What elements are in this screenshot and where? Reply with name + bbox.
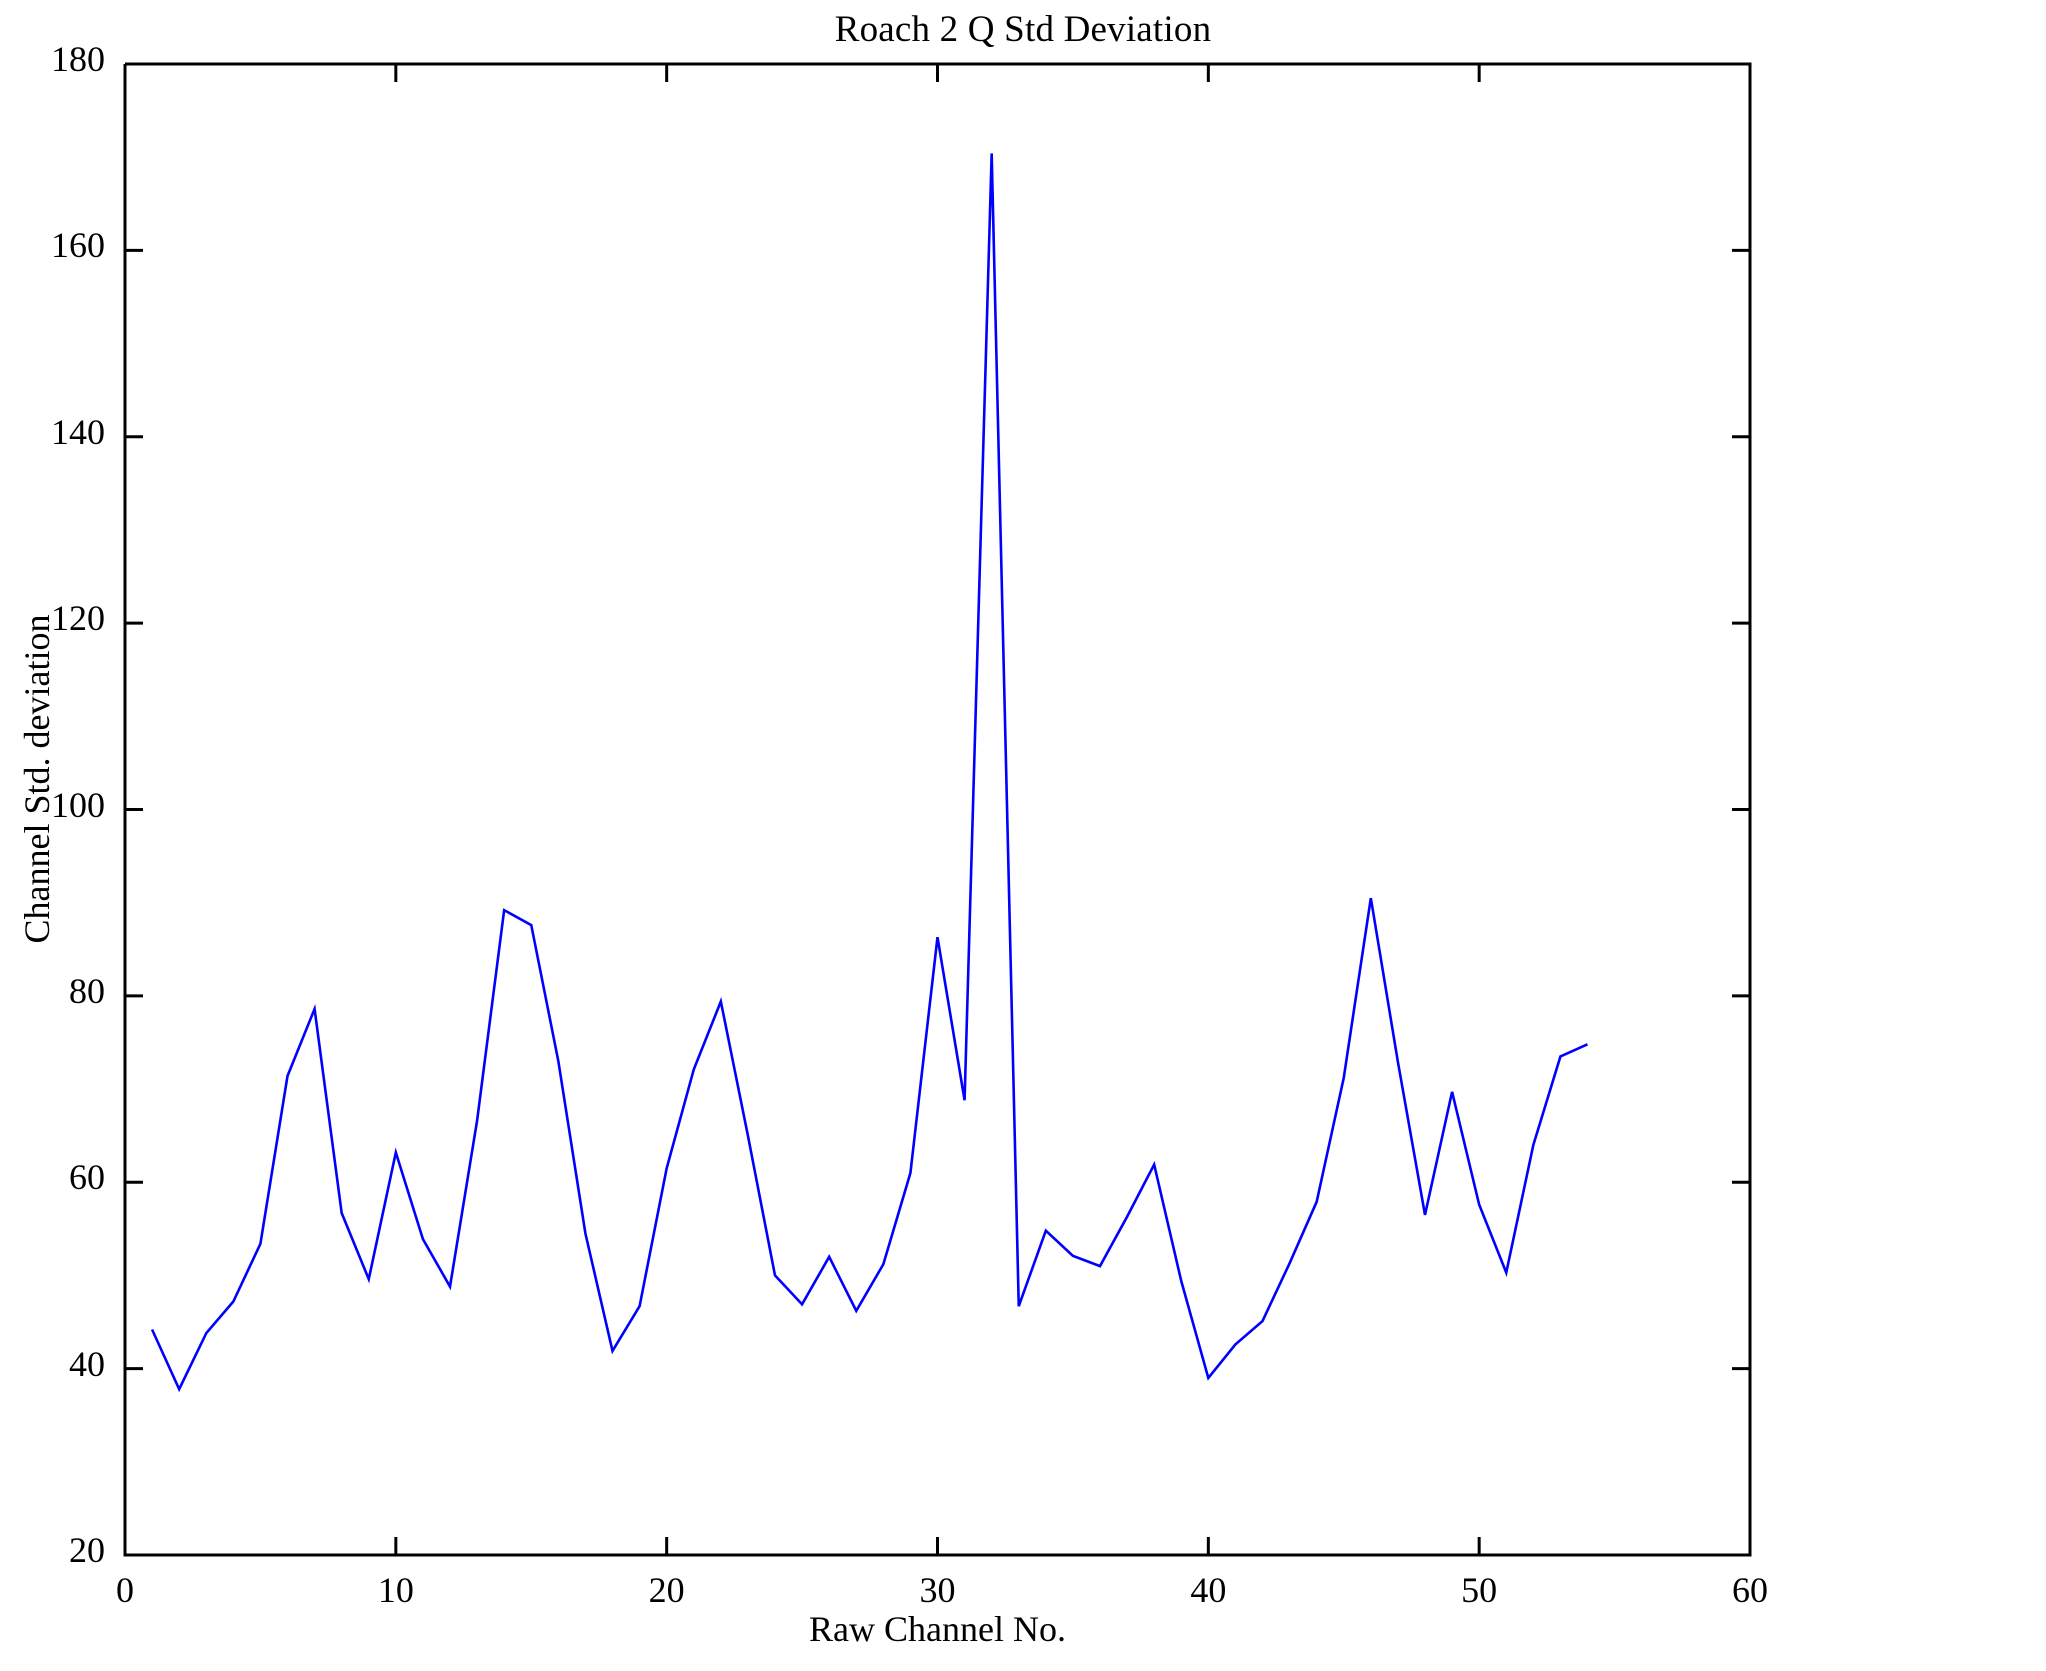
x-tick-label: 50 — [1461, 1570, 1498, 1610]
y-tick-label: 60 — [69, 1157, 105, 1198]
chart-title: Roach 2 Q Std Deviation — [834, 9, 1212, 50]
y-tick-label: 180 — [51, 39, 105, 79]
y-tick-label: 80 — [69, 970, 105, 1011]
y-tick-label: 40 — [69, 1343, 105, 1384]
data-series-line — [150, 153, 1589, 1393]
x-axis-ticks — [123, 64, 1752, 1555]
x-tick-label: 20 — [648, 1570, 685, 1610]
x-tick-label: 40 — [1190, 1570, 1227, 1610]
x-tick-label: 60 — [1732, 1570, 1768, 1610]
y-tick-label: 20 — [69, 1530, 105, 1570]
x-tick-label: 0 — [116, 1570, 134, 1610]
axes-frame — [123, 62, 1752, 1557]
x-tick-label: 10 — [377, 1570, 414, 1610]
y-tick-label: 140 — [51, 411, 105, 452]
y-tick-label: 100 — [51, 784, 105, 825]
x-tick-label: 30 — [919, 1570, 956, 1610]
x-axis-label: Raw Channel No. — [809, 1609, 1066, 1649]
y-tick-label: 160 — [51, 225, 105, 266]
y-axis-ticks — [125, 62, 1750, 1557]
y-tick-label: 120 — [51, 598, 105, 639]
